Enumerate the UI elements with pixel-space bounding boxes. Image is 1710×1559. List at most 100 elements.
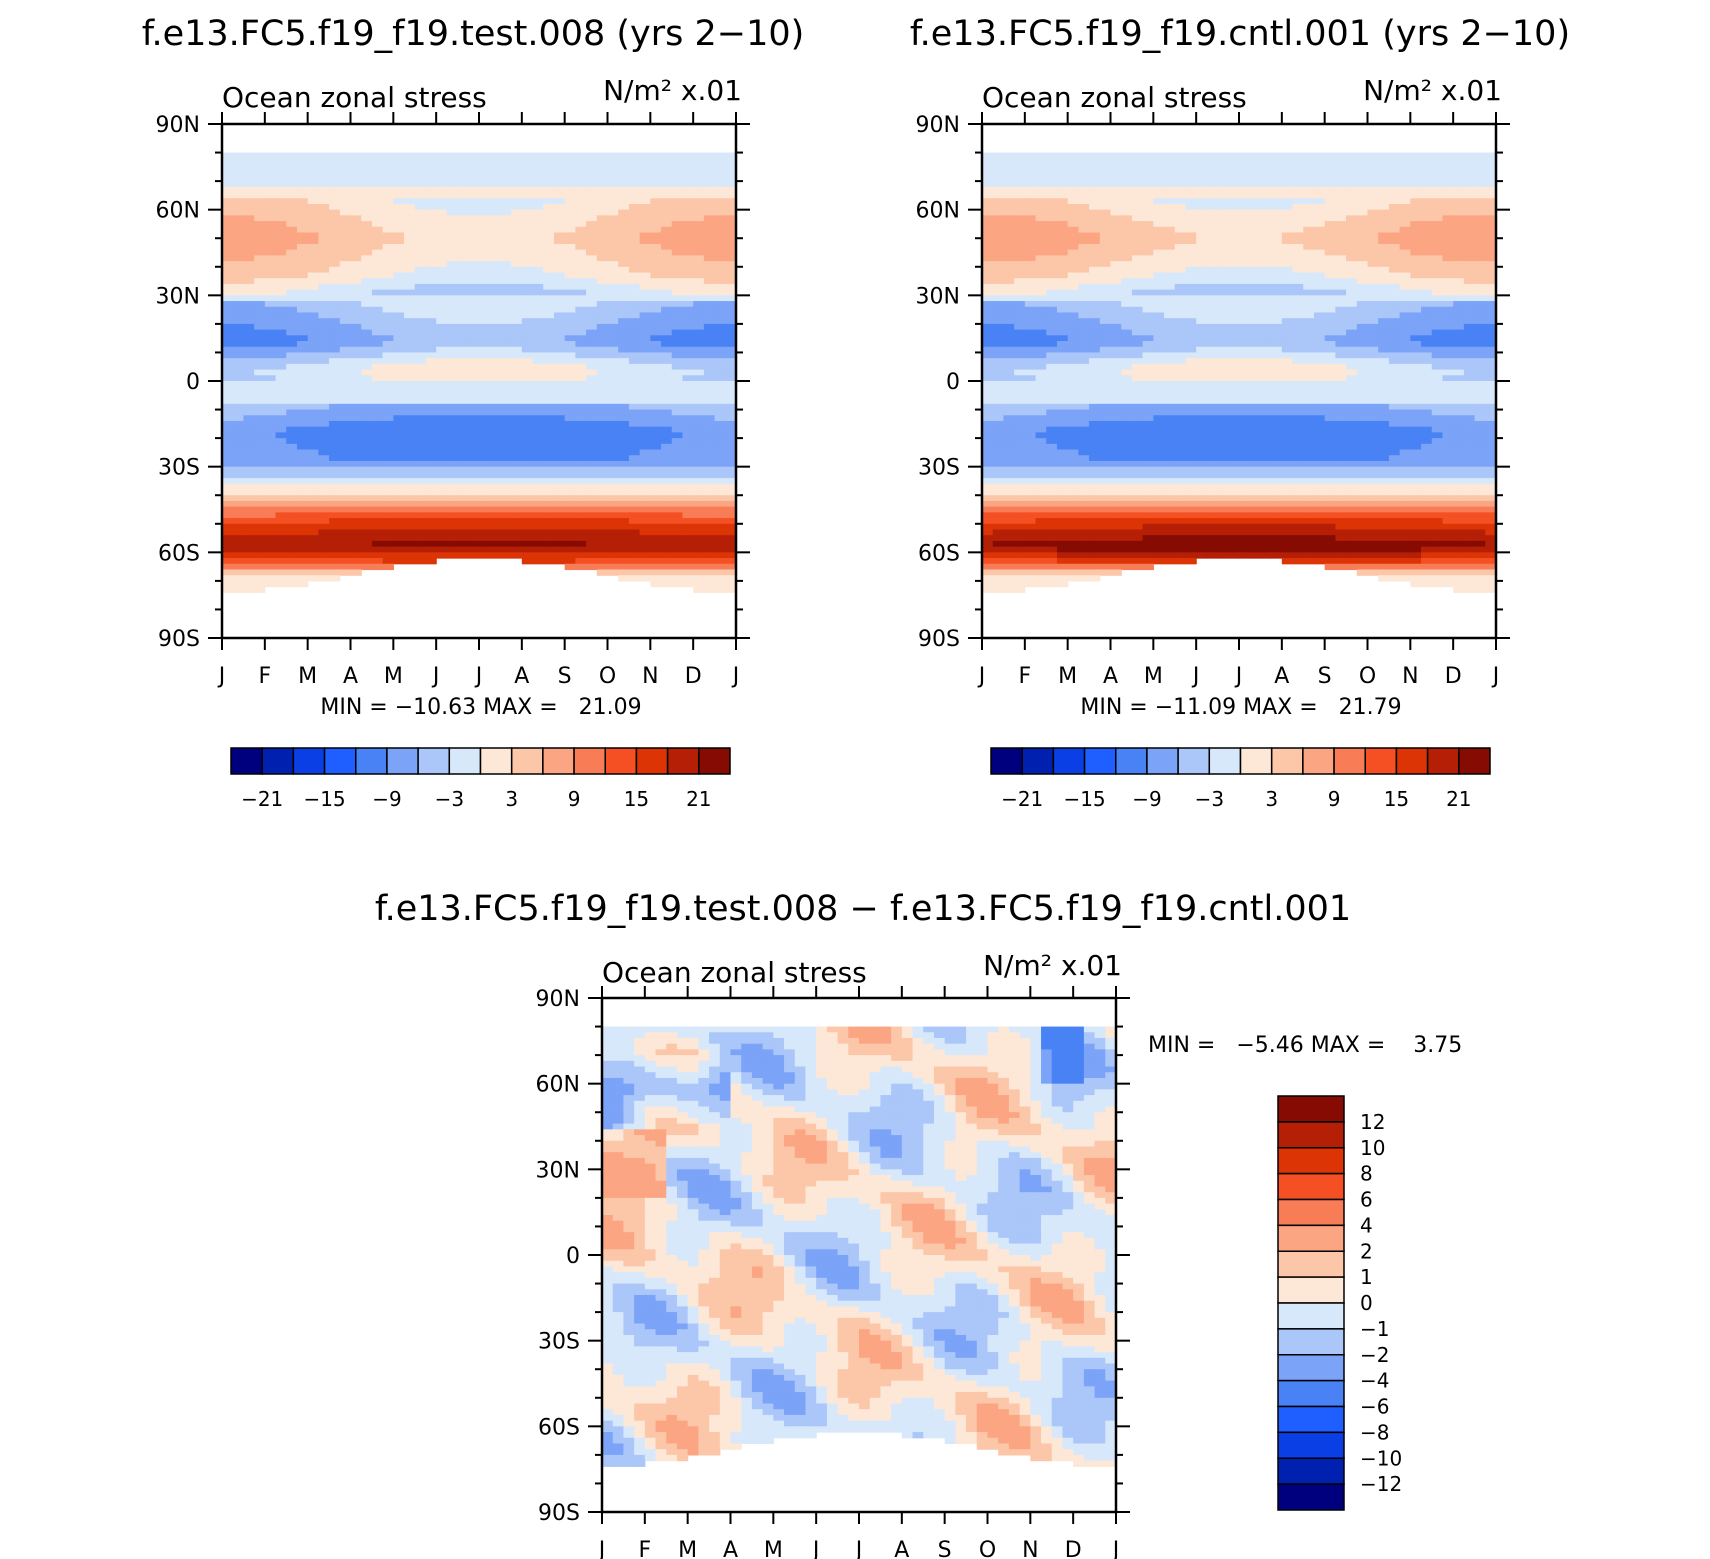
- heatmap-cell: [650, 335, 662, 342]
- heatmap-cell: [1067, 266, 1079, 274]
- heatmap-cell: [982, 243, 994, 251]
- heatmap-cell: [500, 523, 512, 531]
- heatmap-cell: [425, 483, 437, 491]
- heatmap-cell: [307, 289, 319, 296]
- heatmap-cell: [500, 460, 512, 468]
- heatmap-cell: [628, 460, 641, 468]
- heatmap-cell: [671, 506, 684, 513]
- heatmap-cell: [1153, 306, 1165, 314]
- heatmap-cell: [350, 569, 362, 576]
- heatmap-cell: [350, 552, 362, 559]
- heatmap-cell: [286, 341, 298, 348]
- heatmap-cell: [682, 381, 694, 388]
- heatmap-cell: [382, 529, 394, 536]
- heatmap-cell: [243, 432, 255, 439]
- heatmap-cell: [1024, 232, 1037, 239]
- heatmap-cell: [671, 535, 684, 542]
- heatmap-cell: [446, 289, 459, 296]
- heatmap-cell: [1388, 301, 1401, 308]
- heatmap-cell: [414, 312, 427, 319]
- heatmap-cell: [992, 226, 1005, 234]
- heatmap-cell: [725, 238, 737, 245]
- heatmap-cell: [414, 449, 427, 456]
- heatmap-cell: [992, 295, 1005, 302]
- heatmap-cell: [650, 203, 662, 211]
- heatmap-cell: [1463, 152, 1476, 159]
- heatmap-cell: [318, 266, 330, 274]
- heatmap-cell: [307, 540, 319, 548]
- heatmap-cell: [1185, 169, 1197, 176]
- heatmap-cell: [1453, 295, 1465, 302]
- heatmap-cell: [425, 495, 437, 502]
- heatmap-cell: [543, 209, 555, 216]
- heatmap-cell: [318, 295, 330, 302]
- heatmap-cell: [371, 232, 384, 239]
- heatmap-cell: [296, 569, 309, 576]
- heatmap-cell: [1056, 283, 1069, 291]
- heatmap-cell: [1228, 243, 1240, 251]
- heatmap-cell: [693, 552, 705, 559]
- heatmap-cell: [1142, 266, 1154, 274]
- heatmap-cell: [275, 495, 287, 502]
- heatmap-cell: [1453, 289, 1465, 296]
- heatmap-cell: [575, 209, 587, 216]
- heatmap-cell: [350, 426, 362, 433]
- heatmap-cell: [1228, 169, 1240, 176]
- heatmap-cell: [1121, 192, 1133, 199]
- heatmap-cell: [1281, 232, 1294, 239]
- heatmap-cell: [703, 409, 716, 416]
- heatmap-cell: [264, 226, 277, 234]
- heatmap-cell: [222, 186, 234, 194]
- heatmap-cell: [307, 226, 319, 234]
- heatmap-cell: [521, 306, 534, 314]
- y-tick-label: 60S: [158, 541, 200, 566]
- heatmap-cell: [511, 198, 523, 205]
- heatmap-cell: [564, 181, 576, 188]
- heatmap-cell: [682, 238, 694, 245]
- heatmap-cell: [1089, 215, 1101, 222]
- heatmap-cell: [1249, 215, 1262, 222]
- heatmap-cell: [628, 358, 641, 365]
- heatmap-cell: [553, 523, 566, 531]
- heatmap-cell: [1174, 221, 1187, 228]
- heatmap-cell: [500, 363, 512, 371]
- heatmap-cell: [1164, 169, 1176, 176]
- heatmap-cell: [404, 495, 416, 502]
- heatmap-cell: [1388, 181, 1401, 188]
- heatmap-cell: [425, 386, 437, 394]
- heatmap-cell: [371, 175, 384, 182]
- heatmap-cell: [254, 386, 266, 394]
- heatmap-cell: [371, 535, 384, 542]
- heatmap-cell: [1121, 175, 1133, 182]
- heatmap-cell: [361, 495, 373, 502]
- heatmap-cell: [393, 455, 405, 462]
- heatmap-cell: [693, 420, 705, 428]
- heatmap-cell: [511, 341, 523, 348]
- heatmap-cell: [532, 535, 544, 542]
- heatmap-cell: [671, 301, 684, 308]
- heatmap-cell: [714, 443, 726, 451]
- heatmap-cell: [1142, 289, 1154, 296]
- heatmap-cell: [489, 489, 502, 496]
- heatmap-cell: [682, 472, 694, 479]
- heatmap-cell: [436, 192, 448, 199]
- heatmap-cell: [500, 529, 512, 536]
- heatmap-cell: [479, 341, 491, 348]
- heatmap-cell: [1474, 295, 1486, 302]
- heatmap-cell: [1463, 232, 1476, 239]
- heatmap-cell: [671, 341, 684, 348]
- heatmap-cell: [521, 472, 534, 479]
- heatmap-cell: [436, 301, 448, 308]
- heatmap-cell: [329, 563, 341, 571]
- heatmap-cell: [243, 460, 255, 468]
- heatmap-cell: [1324, 272, 1336, 279]
- heatmap-cell: [521, 289, 534, 296]
- heatmap-cell: [425, 272, 437, 279]
- heatmap-cell: [1292, 283, 1304, 291]
- heatmap-cell: [1356, 261, 1369, 268]
- heatmap-cell: [682, 318, 694, 325]
- heatmap-cell: [1099, 295, 1112, 302]
- heatmap-cell: [1185, 215, 1197, 222]
- heatmap-cell: [286, 523, 298, 531]
- heatmap-cell: [596, 483, 609, 491]
